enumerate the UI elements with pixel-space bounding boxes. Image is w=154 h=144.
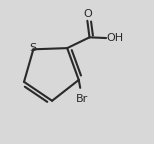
Text: OH: OH [107,33,124,43]
Text: O: O [83,9,92,19]
Text: S: S [29,43,36,53]
Text: Br: Br [76,94,89,104]
